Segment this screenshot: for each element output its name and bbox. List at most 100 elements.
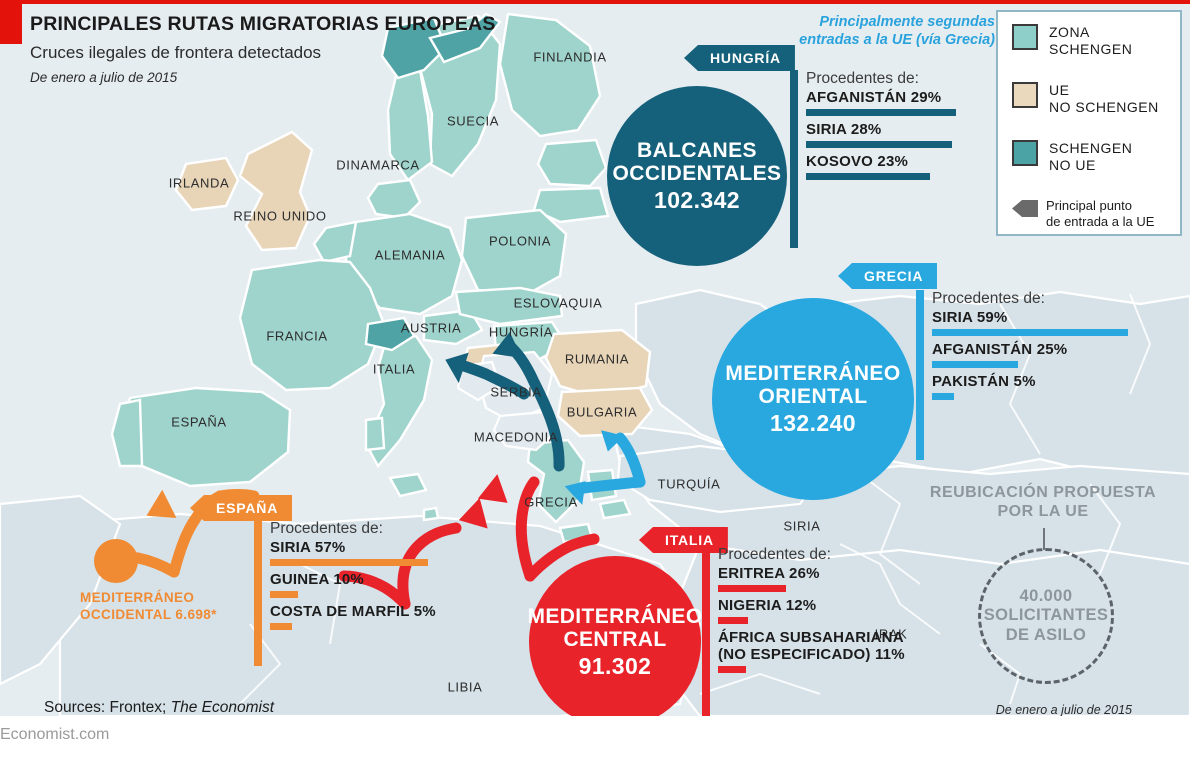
panel-occidental-list: Procedentes de: SIRIA 57% GUINEA 10% COS… — [270, 520, 436, 635]
panel-oriental-list: Procedentes de: SIRIA 59% AFGANISTÁN 25%… — [932, 290, 1128, 405]
circle-balcanes-name: BALCANES OCCIDENTALES — [612, 138, 782, 186]
tag-italia: ITALIA — [639, 527, 728, 553]
panel-occidental-origin-1: GUINEA 10% — [270, 571, 364, 588]
second-entries-note: Principalmente segundas entradas a la UE… — [799, 14, 995, 48]
panel-occidental-bar-0 — [270, 559, 428, 566]
panel-balcanes-head: Procedentes de: — [806, 70, 919, 87]
sources-line: Sources: Frontex; The Economist — [44, 699, 274, 717]
panel-occidental-spine — [254, 520, 262, 666]
page-daterange: De enero a julio de 2015 — [30, 70, 178, 85]
footer-brand: Economist.com — [0, 726, 110, 743]
circle-balcanes-value: 102.342 — [654, 186, 740, 213]
circle-mediterraneo-oriental: MEDITERRÁNEO ORIENTAL 132.240 — [712, 298, 914, 500]
map-label-irak: IRAK — [874, 626, 908, 642]
map-label-serbia: SERBIA — [490, 384, 542, 400]
page-title: PRINCIPALES RUTAS MIGRATORIAS EUROPEAS — [30, 13, 496, 35]
legend-item-ue-no-schengen: UE NO SCHENGEN — [1012, 82, 1159, 116]
circle-mediterraneo-occidental — [94, 539, 138, 583]
panel-occidental-head: Procedentes de: — [270, 520, 383, 537]
legend-label-schengen-no-ue: SCHENGEN NO UE — [1049, 140, 1133, 174]
tag-italia-label: ITALIA — [665, 532, 714, 548]
panel-occidental-origins: Procedentes de: SIRIA 57% GUINEA 10% COS… — [254, 520, 474, 666]
legend-label-entry-point: Principal punto de entrada a la UE — [1046, 198, 1155, 229]
map-label-espa-a: ESPAÑA — [171, 414, 227, 430]
legend-item-schengen-no-ue: SCHENGEN NO UE — [1012, 140, 1132, 174]
tag-grecia: GRECIA — [838, 263, 938, 289]
panel-occidental-origin-2: COSTA DE MARFIL 5% — [270, 603, 436, 620]
circle-balcanes-occidentales: BALCANES OCCIDENTALES 102.342 — [607, 86, 787, 266]
panel-central-head: Procedentes de: — [718, 546, 831, 563]
map-label-grecia: GRECIA — [524, 494, 578, 510]
panel-oriental-head: Procedentes de: — [932, 290, 1045, 307]
map-label-alemania: ALEMANIA — [374, 247, 446, 263]
panel-balcanes-bar-2 — [806, 173, 930, 180]
legend-label-zona-schengen: ZONA SCHENGEN — [1049, 24, 1133, 58]
entry-point-arrow-icon — [1012, 200, 1038, 217]
legend-swatch-zona-schengen — [1012, 24, 1038, 50]
circle-oriental-name: MEDITERRÁNEO ORIENTAL — [725, 361, 901, 409]
panel-oriental-bar-1 — [932, 361, 1018, 368]
panel-balcanes-spine — [790, 70, 798, 248]
date-note-bottom: De enero a julio de 2015 — [995, 703, 1132, 717]
tag-hungria-label: HUNGRÍA — [710, 50, 781, 66]
circle-central-name: MEDITERRÁNEO CENTRAL — [527, 604, 703, 652]
panel-central-spine — [702, 546, 710, 720]
panel-central-origin-2: ÁFRICA SUBSAHARIANA (NO ESPECIFICADO) 11% — [718, 629, 905, 663]
legend-swatch-schengen-no-ue — [1012, 140, 1038, 166]
panel-balcanes-bar-0 — [806, 109, 956, 116]
legend-box: ZONA SCHENGEN UE NO SCHENGEN SCHENGEN NO UE… — [996, 10, 1182, 236]
map-label-polonia: POLONIA — [489, 233, 551, 249]
tag-hungria: HUNGRÍA — [684, 45, 795, 71]
panel-oriental-origins: Procedentes de: SIRIA 59% AFGANISTÁN 25%… — [916, 290, 1128, 460]
map-label-dinamarca: DINAMARCA — [336, 157, 420, 173]
panel-oriental-origin-0: SIRIA 59% — [932, 309, 1008, 326]
map-label-bulgaria: BULGARIA — [566, 404, 638, 420]
relocation-circle-text: 40.000 SOLICITANTES DE ASILO — [983, 587, 1109, 644]
panel-oriental-bar-0 — [932, 329, 1128, 336]
panel-central-origin-1: NIGERIA 12% — [718, 597, 817, 614]
panel-oriental-origin-1: AFGANISTÁN 25% — [932, 341, 1068, 358]
circle-central-value: 91.302 — [578, 652, 652, 679]
map-label-macedonia: MACEDONIA — [473, 429, 559, 445]
panel-balcanes-origin-1: SIRIA 28% — [806, 121, 882, 138]
panel-balcanes-list: Procedentes de: AFGANISTÁN 29% SIRIA 28%… — [806, 70, 956, 185]
legend-swatch-ue-no-schengen — [1012, 82, 1038, 108]
circle-oriental-value: 132.240 — [770, 409, 856, 436]
map-label-eslovaquia: ESLOVAQUIA — [513, 295, 603, 311]
legend-label-ue-no-schengen: UE NO SCHENGEN — [1049, 82, 1159, 116]
label-mediterraneo-occidental: MEDITERRÁNEO OCCIDENTAL 6.698* — [80, 590, 217, 622]
footer-bar: Economist.com — [0, 716, 1190, 768]
page-subtitle: Cruces ilegales de frontera detectados — [30, 43, 322, 62]
tag-grecia-label: GRECIA — [864, 268, 924, 284]
brand-red-block — [0, 0, 22, 44]
map-label-suecia: SUECIA — [446, 113, 500, 129]
map-label-austria: AUSTRIA — [400, 320, 462, 336]
map-label-finlandia: FINLANDIA — [533, 49, 607, 65]
map-label-francia: FRANCIA — [266, 328, 328, 344]
panel-occidental-bar-1 — [270, 591, 298, 598]
tag-espana-label: ESPAÑA — [216, 500, 279, 516]
map-label-irlanda: IRLANDA — [168, 175, 230, 191]
relocation-connector-line — [1043, 528, 1045, 550]
panel-central-bar-1 — [718, 617, 748, 624]
legend-item-zona-schengen: ZONA SCHENGEN — [1012, 24, 1132, 58]
panel-balcanes-origin-0: AFGANISTÁN 29% — [806, 89, 942, 106]
panel-central-origins: Procedentes de: ERITREA 26% NIGERIA 12% … — [702, 546, 922, 720]
sources-italic: The Economist — [170, 699, 275, 716]
panel-oriental-spine — [916, 290, 924, 460]
sources-prefix: Sources: Frontex; — [44, 699, 171, 716]
map-label-rumania: RUMANIA — [564, 351, 630, 367]
panel-central-list: Procedentes de: ERITREA 26% NIGERIA 12% … — [718, 546, 905, 678]
legend-item-entry-point: Principal punto de entrada a la UE — [1012, 198, 1154, 229]
tag-espana: ESPAÑA — [190, 495, 293, 521]
panel-balcanes-origins: Procedentes de: AFGANISTÁN 29% SIRIA 28%… — [790, 70, 990, 248]
panel-central-bar-2 — [718, 666, 746, 673]
map-label-reino-unido: REINO UNIDO — [233, 208, 327, 224]
panel-central-bar-0 — [718, 585, 786, 592]
relocation-circle: 40.000 SOLICITANTES DE ASILO — [978, 548, 1114, 684]
map-label-italia: ITALIA — [372, 361, 416, 377]
panel-balcanes-origin-2: KOSOVO 23% — [806, 153, 909, 170]
relocation-title: REUBICACIÓN PROPUESTA POR LA UE — [929, 484, 1157, 521]
panel-occidental-origin-0: SIRIA 57% — [270, 539, 346, 556]
panel-central-origin-0: ERITREA 26% — [718, 565, 820, 582]
